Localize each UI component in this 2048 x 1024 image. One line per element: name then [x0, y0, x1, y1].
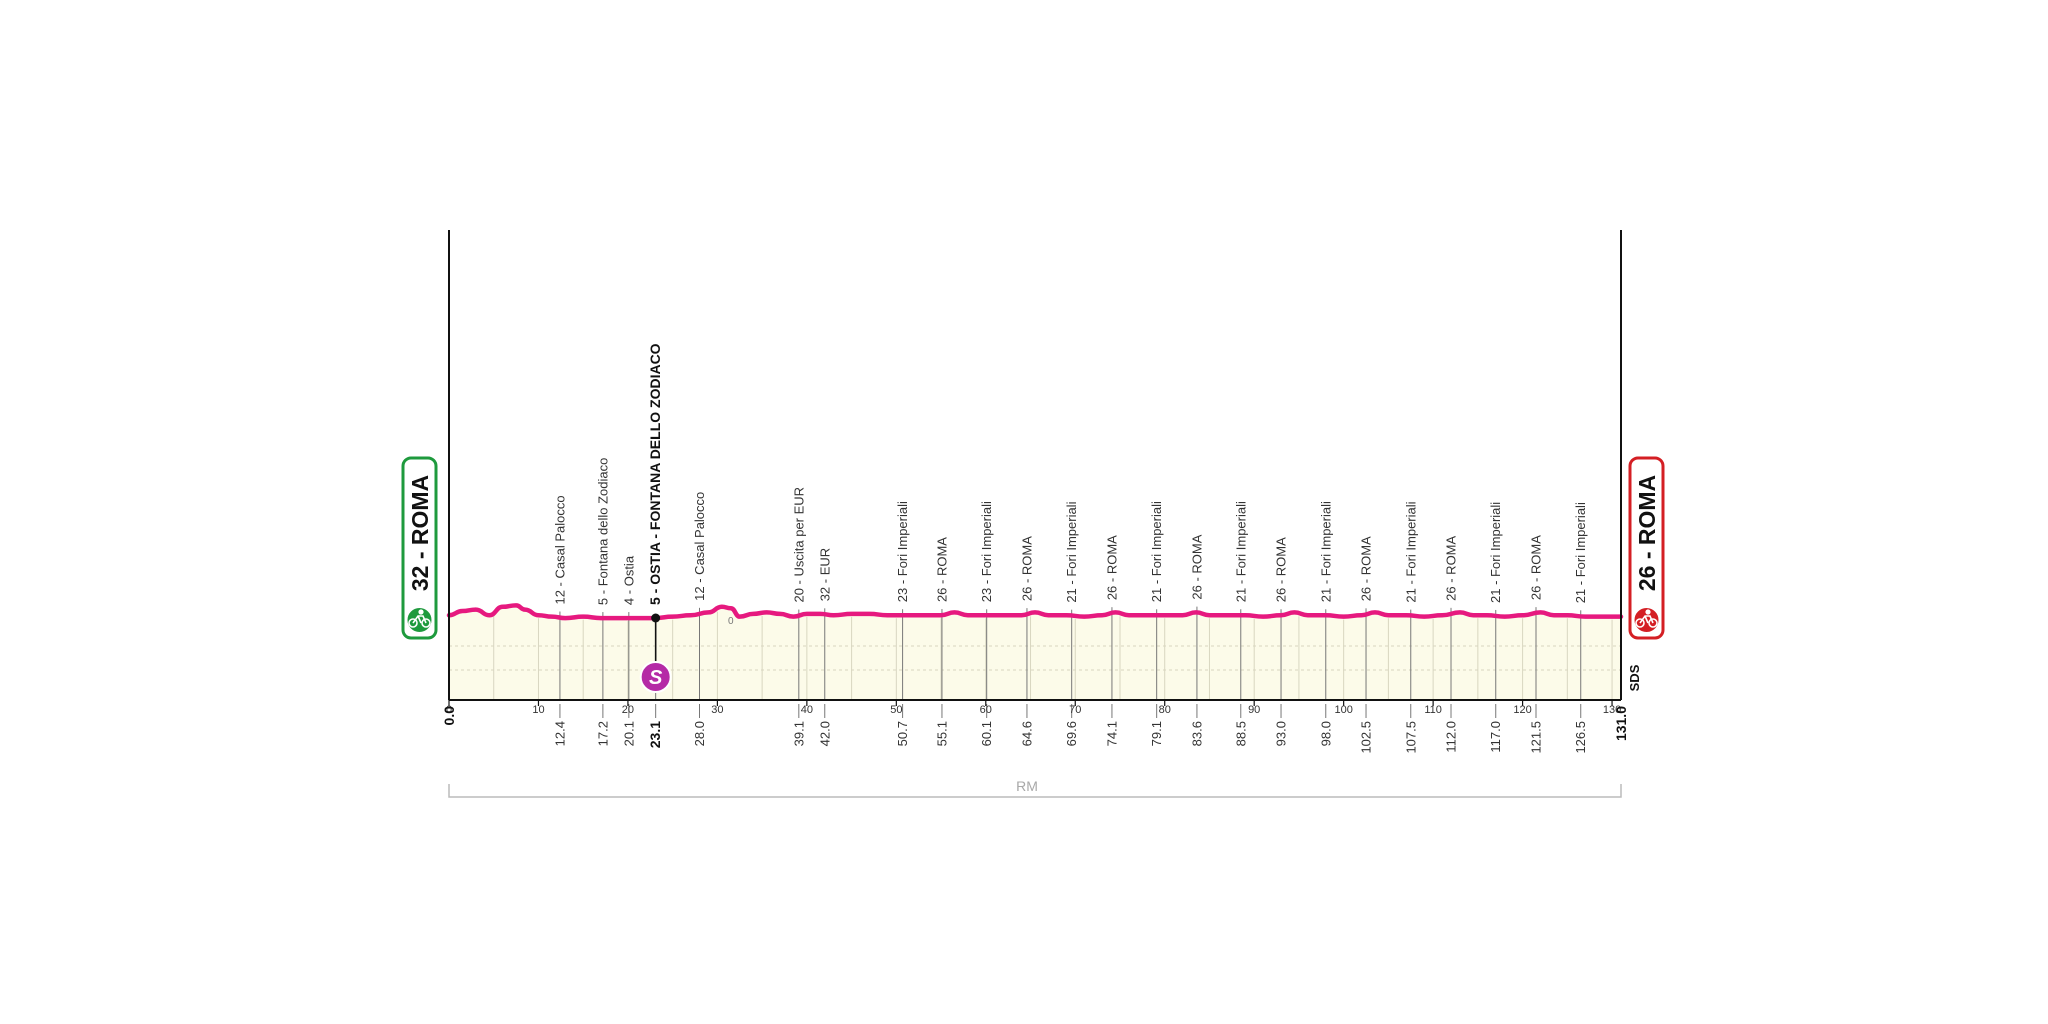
- waypoint-name-label: 26 - ROMA: [1359, 536, 1374, 601]
- waypoint-name-label: 21 - Fori Imperiali: [1064, 501, 1079, 602]
- waypoint-km-label: 28.0: [692, 721, 707, 746]
- waypoint-name-labels: 12 - Casal Palocco 5 - Fontana dello Zodi…: [552, 343, 1588, 605]
- waypoint-name-label: 23 - Fori Imperiali: [979, 501, 994, 602]
- waypoint-name-label: 26 - ROMA: [1444, 535, 1459, 600]
- waypoint-km-label: 20.1: [621, 721, 636, 746]
- altitude-area: [449, 605, 1621, 700]
- waypoint-name-label: 21 - Fori Imperiali: [1488, 502, 1503, 603]
- waypoint-km-label: 23.1: [647, 721, 663, 748]
- start-bike-icon: [408, 609, 431, 628]
- altitude-line: [446, 603, 1624, 621]
- finish-bike-icon: [1635, 609, 1658, 628]
- waypoint-name-label: 26 - ROMA: [1019, 536, 1034, 601]
- sds-label: SDS: [1627, 664, 1642, 691]
- waypoint-km-label: 83.6: [1189, 721, 1204, 746]
- region-bracket: RM: [448, 778, 1622, 798]
- x-tick-label: 100: [1334, 704, 1352, 716]
- waypoint-km-label: 102.5: [1359, 721, 1374, 754]
- finish-label: 26 - ROMA: [1634, 475, 1660, 591]
- waypoint-name-label: 21 - Fori Imperiali: [1233, 501, 1248, 602]
- waypoint-km-label: 88.5: [1233, 721, 1248, 746]
- waypoint-name-label: 26 - ROMA: [1189, 534, 1204, 599]
- waypoint-name-label: 26 - ROMA: [934, 537, 949, 602]
- x-tick-label: 0: [446, 704, 452, 716]
- x-axis-ticks: 0 10 20 30 40 50 60 70 80 90 100 110 120 130: [446, 700, 1621, 716]
- finish-km-label: 131.0: [1613, 706, 1629, 741]
- waypoint-km-label: 112.0: [1444, 721, 1459, 753]
- waypoint-km-label: 107.5: [1403, 721, 1418, 754]
- start-label: 32 - ROMA: [407, 475, 433, 591]
- waypoint-km-label: 39.1: [791, 721, 806, 746]
- region-label: RM: [1016, 778, 1038, 794]
- waypoint-name-label: 26 - ROMA: [1529, 535, 1544, 600]
- waypoint-km-label: 64.6: [1019, 721, 1034, 746]
- profile-marker-label: 0: [728, 616, 734, 627]
- waypoint-name-label: 26 - ROMA: [1104, 535, 1119, 600]
- waypoint-name-label: 20 - Uscita per EUR: [791, 487, 806, 603]
- waypoint-name-label: 26 - ROMA: [1274, 537, 1289, 602]
- waypoint-km-label: 42.0: [817, 721, 832, 746]
- waypoint-km-label: 121.5: [1529, 721, 1544, 754]
- x-tick-label: 60: [980, 704, 992, 716]
- waypoint-name-label: 21 - Fori Imperiali: [1403, 501, 1418, 602]
- waypoint-lines: [559, 606, 1582, 718]
- waypoint-km-label: 60.1: [979, 721, 994, 746]
- waypoint-km-labels: 12.4 17.2 20.1 23.1 28.0 39.1 42.0 50.7 55.1 60.1…: [552, 721, 1588, 754]
- waypoint-name-label: 32 - EUR: [817, 548, 832, 601]
- waypoint-km-label: 93.0: [1274, 721, 1289, 746]
- sprint-badge-icon: [639, 661, 672, 693]
- waypoint-name-label: 12 - Casal Palocco: [552, 495, 567, 604]
- waypoint-km-label: 79.1: [1149, 721, 1164, 746]
- x-tick-label: 120: [1513, 704, 1531, 716]
- grid-lines: [449, 611, 1621, 700]
- waypoint-km-label: 50.7: [895, 721, 910, 746]
- waypoint-name-label: 21 - Fori Imperiali: [1573, 502, 1588, 603]
- waypoint-name-label: 23 - Fori Imperiali: [895, 501, 910, 602]
- x-tick-label: 40: [801, 704, 813, 716]
- waypoint-km-label: 117.0: [1488, 721, 1503, 753]
- waypoint-km-label: 98.0: [1318, 721, 1333, 746]
- start-badge: 32 - ROMA: [401, 456, 438, 640]
- x-tick-label: 30: [711, 704, 723, 716]
- waypoint-name-label: 21 - Fori Imperiali: [1318, 501, 1333, 602]
- waypoint-name-label: 21 - Fori Imperiali: [1149, 501, 1164, 602]
- waypoint-name-label: 4 - Ostia: [621, 555, 636, 605]
- waypoint-km-label: 55.1: [934, 721, 949, 746]
- waypoint-km-label: 126.5: [1573, 721, 1588, 754]
- start-km-label: 0.0: [441, 706, 457, 726]
- x-tick-label: 130: [1603, 704, 1621, 716]
- intermediate-sprint-marker: S: [639, 613, 672, 693]
- x-tick-label: 50: [890, 704, 902, 716]
- waypoint-km-label: 74.1: [1104, 721, 1119, 746]
- waypoint-name-label: 5 - Fontana dello Zodiaco: [595, 458, 610, 605]
- x-tick-label: 80: [1159, 704, 1171, 716]
- x-tick-label: 20: [622, 704, 634, 716]
- x-tick-label: 90: [1248, 704, 1260, 716]
- waypoint-km-label: 12.4: [552, 721, 567, 746]
- sprint-letter: S: [649, 667, 663, 689]
- finish-badge: 26 - ROMA: [1628, 456, 1665, 640]
- waypoint-name-label: 5 - OSTIA - FONTANA DELLO ZODIACO: [647, 343, 663, 605]
- waypoint-km-label: 17.2: [595, 721, 610, 746]
- sprint-point: [651, 613, 661, 623]
- waypoint-km-label: 69.6: [1064, 721, 1079, 746]
- x-tick-label: 70: [1069, 704, 1081, 716]
- x-tick-label: 10: [532, 704, 544, 716]
- x-tick-label: 110: [1424, 704, 1442, 716]
- waypoint-name-label: 12 - Casal Palocco: [692, 492, 707, 601]
